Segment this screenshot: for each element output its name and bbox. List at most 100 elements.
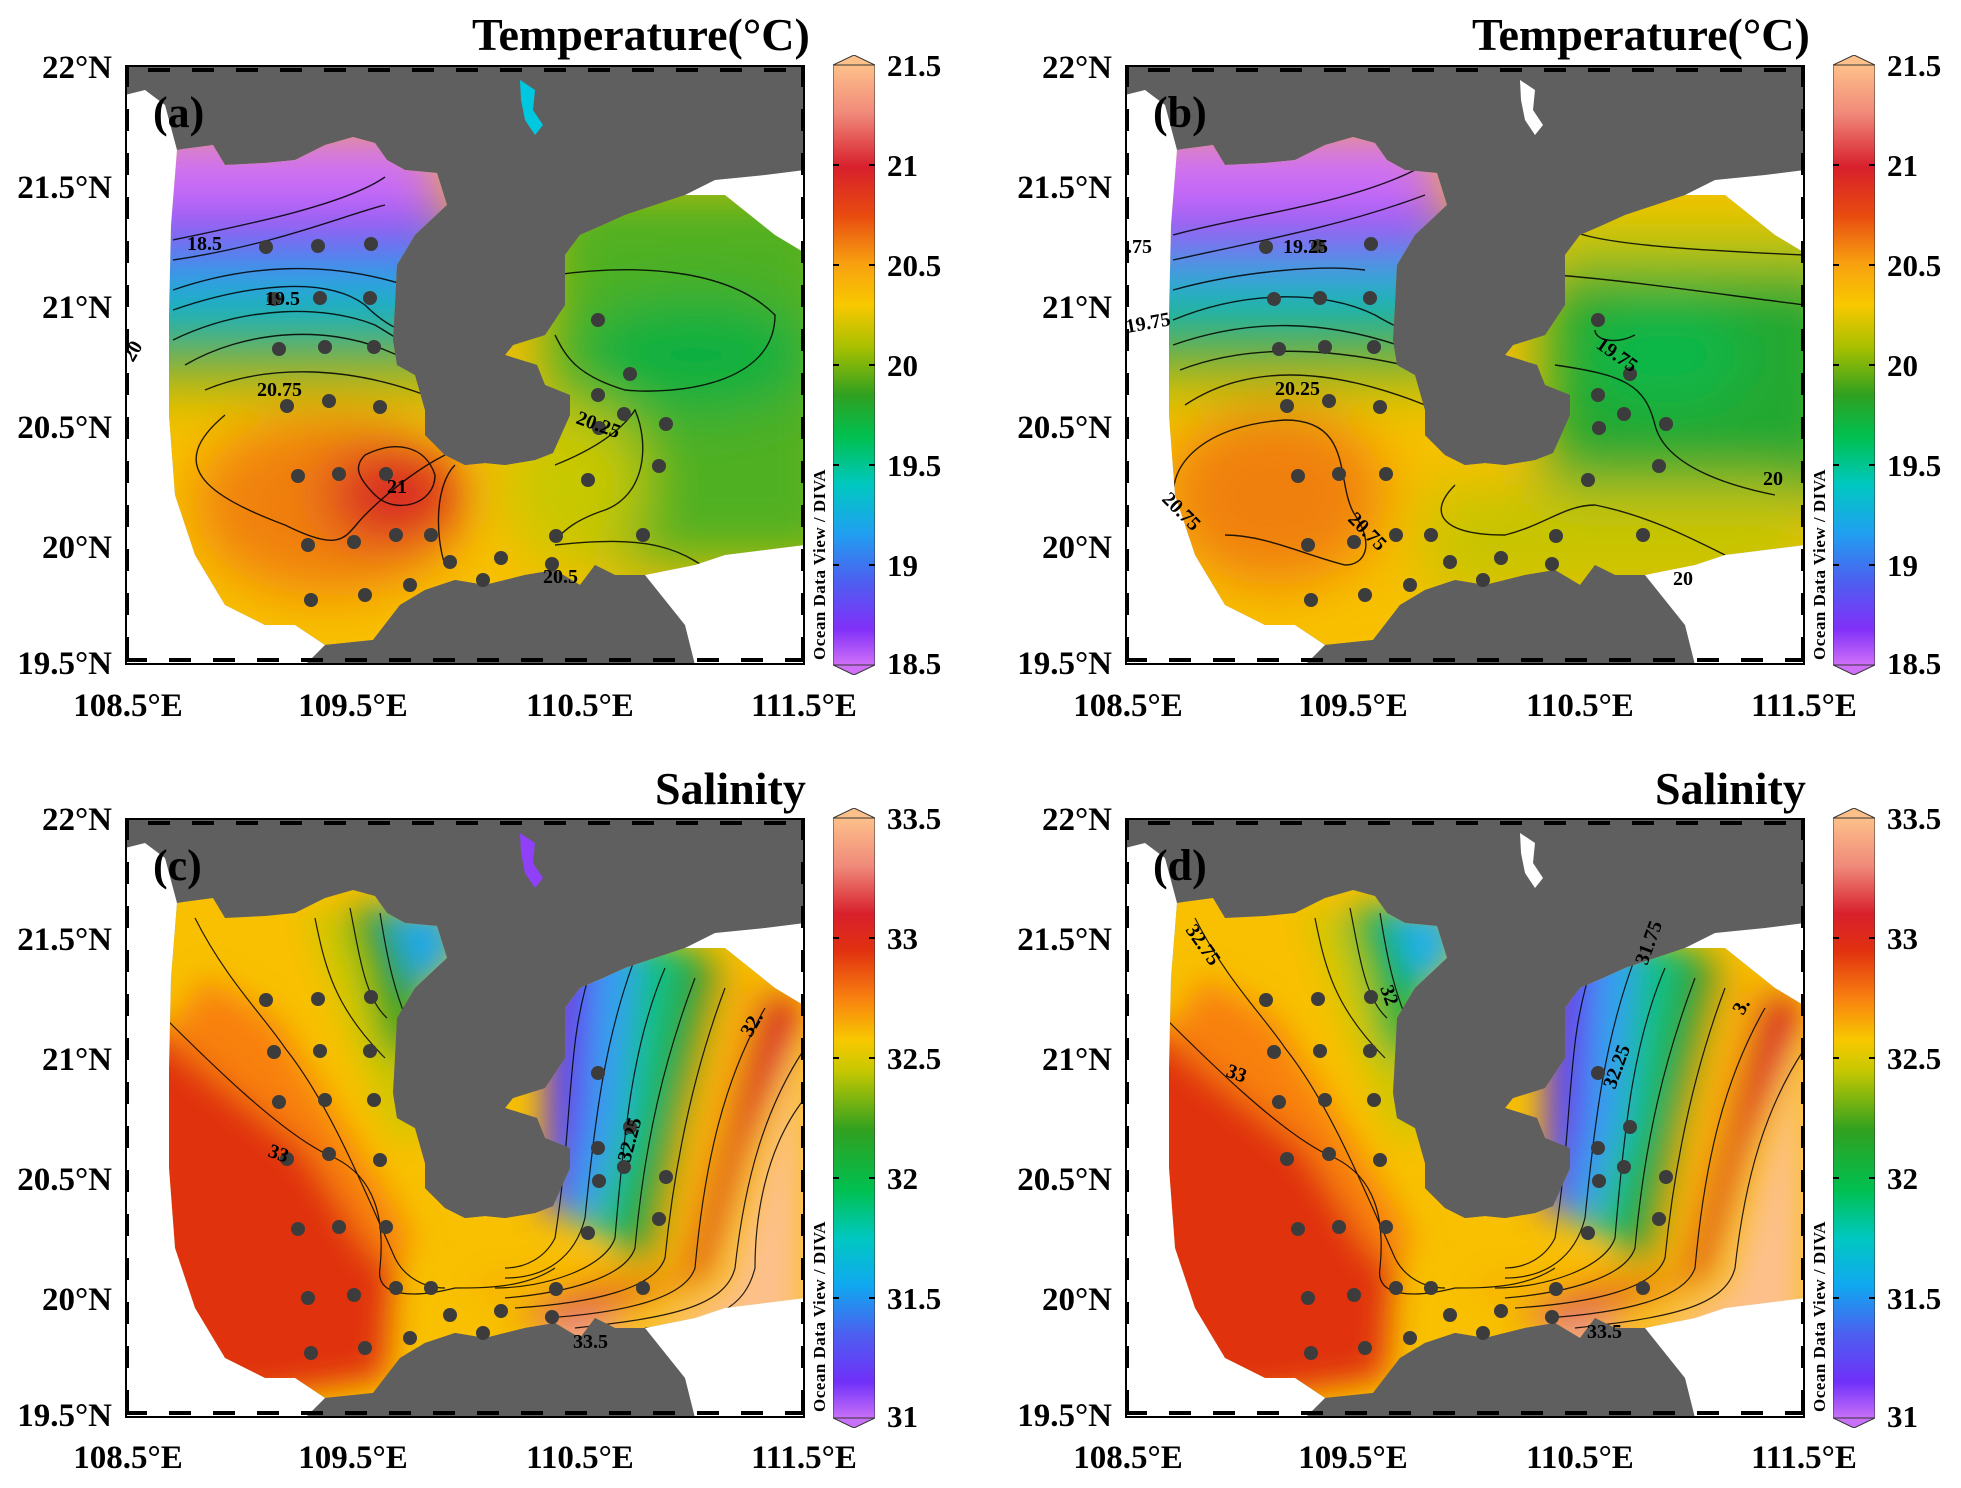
x-tick-label: 111.5°E (1751, 688, 1857, 724)
colorbar-tick: 20 (887, 348, 918, 383)
y-tick-label: 20.5°N (17, 410, 112, 446)
y-tick-label: 22°N (41, 802, 112, 838)
y-tick-label: 21°N (1041, 290, 1112, 326)
x-tick-label: 110.5°E (526, 688, 634, 724)
station-markers (1259, 990, 1673, 1360)
x-tick-label: 111.5°E (751, 1440, 857, 1476)
colorbar-tick: 31 (1887, 1399, 1918, 1434)
credit-label: Ocean Data View / DIVA (1810, 468, 1829, 660)
colorbar-tick: 32 (887, 1161, 918, 1196)
y-tick-label: 20°N (1041, 530, 1112, 566)
panel-letter: (c) (153, 841, 202, 890)
colorbar-temperature (1833, 55, 1875, 675)
panel-title: Temperature(°C) (1472, 9, 1810, 60)
contour-label: 18.5 (187, 233, 222, 255)
y-tick-label: 21.5°N (17, 170, 112, 206)
y-tick-label: 22°N (41, 50, 112, 86)
contour-label: 33.5 (1587, 1321, 1622, 1343)
x-tick-label: 108.5°E (73, 1440, 183, 1476)
colorbar-tick: 21 (1887, 148, 1918, 183)
panel-b: Temperature(°C) 22°N 21.5°N 21°N 20.5°N … (1000, 0, 1961, 736)
y-tick-label: 20°N (1041, 1282, 1112, 1318)
contour-label: 21 (387, 476, 407, 498)
x-tick-label: 110.5°E (1526, 1440, 1634, 1476)
colorbar-tick: 31 (887, 1399, 918, 1434)
contour-label: 20 (1763, 468, 1783, 490)
colorbar-salinity (1833, 808, 1875, 1428)
y-tick-label: 22°N (1041, 802, 1112, 838)
x-tick-label: 110.5°E (526, 1440, 634, 1476)
contour-label: 19.25 (1283, 236, 1328, 258)
colorbar-tick: 33.5 (1887, 801, 1942, 836)
y-tick-label: 21°N (41, 1042, 112, 1078)
x-tick-label: 109.5°E (1298, 1440, 1408, 1476)
y-tick-label: 21°N (1041, 1042, 1112, 1078)
colorbar-tick: 31.5 (1887, 1281, 1942, 1316)
colorbar-tick: 21.5 (1887, 48, 1942, 83)
credit-label: Ocean Data View / DIVA (810, 1220, 829, 1412)
y-tick-label: 19.5°N (1017, 646, 1112, 682)
colorbar-salinity (833, 808, 875, 1428)
x-tick-label: 111.5°E (751, 688, 857, 724)
colorbar-tick: 33 (1887, 921, 1918, 956)
colorbar-tick: 21.5 (887, 48, 942, 83)
panel-title: Salinity (1655, 763, 1806, 814)
y-tick-label: 22°N (1041, 50, 1112, 86)
x-tick-label: 109.5°E (298, 688, 408, 724)
y-tick-label: 21.5°N (1017, 170, 1112, 206)
colorbar-tick: 33.5 (887, 801, 942, 836)
y-tick-label: 20.5°N (1017, 410, 1112, 446)
contour-label: 20.25 (1275, 378, 1320, 400)
contour-label: 20.5 (543, 566, 578, 588)
y-tick-label: 21°N (41, 290, 112, 326)
contour-label: 20.75 (257, 379, 302, 401)
y-tick-label: 19.5°N (1017, 1398, 1112, 1434)
map-plot: 32.75 32 33 31.75 32.25 3. 33.5 (d) (1125, 818, 1805, 1418)
station-markers (259, 990, 673, 1360)
colorbar-tick: 19 (1887, 548, 1918, 583)
x-tick-label: 108.5°E (73, 688, 183, 724)
panel-d: Salinity 22°N 21.5°N 21°N 20.5°N 20°N 19… (1000, 752, 1961, 1488)
colorbar-tick: 18.5 (887, 646, 942, 681)
map-plot: 18.5 19.5 20.75 21 20.25 20.5 20 (a) (125, 65, 805, 665)
credit-label: Ocean Data View / DIVA (1810, 1220, 1829, 1412)
colorbar-tick: 18.5 (1887, 646, 1942, 681)
map-plot: .75 19.25 19.75 20.25 20.75 20.75 19.75 … (1125, 65, 1805, 665)
y-tick-label: 19.5°N (17, 646, 112, 682)
x-tick-label: 109.5°E (1298, 688, 1408, 724)
colorbar-tick: 33 (887, 921, 918, 956)
colorbar-tick: 19.5 (1887, 448, 1942, 483)
colorbar-tick: 32.5 (1887, 1041, 1942, 1076)
contour-label: 20 (1673, 568, 1693, 590)
x-tick-label: 108.5°E (1073, 1440, 1183, 1476)
panel-letter: (a) (153, 88, 204, 137)
y-tick-label: 20.5°N (1017, 1162, 1112, 1198)
y-tick-label: 19.5°N (17, 1398, 112, 1434)
map-plot: 33 32.25 32. 33.5 (c) (125, 818, 805, 1418)
colorbar-tick: 32.5 (887, 1041, 942, 1076)
colorbar-tick: 31.5 (887, 1281, 942, 1316)
colorbar-tick: 20.5 (887, 248, 942, 283)
colorbar-tick: 20 (1887, 348, 1918, 383)
colorbar-temperature (833, 55, 875, 675)
station-markers (1259, 237, 1673, 607)
panel-title: Temperature(°C) (472, 9, 810, 60)
colorbar-tick: 19 (887, 548, 918, 583)
credit-label: Ocean Data View / DIVA (810, 468, 829, 660)
panel-c: Salinity 22°N 21.5°N 21°N 20.5°N 20°N 19… (0, 752, 980, 1488)
y-tick-label: 21.5°N (17, 922, 112, 958)
x-tick-label: 111.5°E (1751, 1440, 1857, 1476)
contour-label: .75 (1127, 236, 1152, 258)
panel-a: Temperature(°C) 22°N 21.5°N 21°N 20.5°N … (0, 0, 980, 736)
x-tick-label: 109.5°E (298, 1440, 408, 1476)
contour-label: 19.5 (265, 288, 300, 310)
panel-letter: (d) (1153, 841, 1207, 890)
panel-title: Salinity (655, 763, 806, 814)
panel-letter: (b) (1153, 88, 1207, 137)
contour-label: 33.5 (573, 1331, 608, 1353)
colorbar-tick: 21 (887, 148, 918, 183)
y-tick-label: 20.5°N (17, 1162, 112, 1198)
x-tick-label: 108.5°E (1073, 688, 1183, 724)
y-tick-label: 20°N (41, 1282, 112, 1318)
x-tick-label: 110.5°E (1526, 688, 1634, 724)
